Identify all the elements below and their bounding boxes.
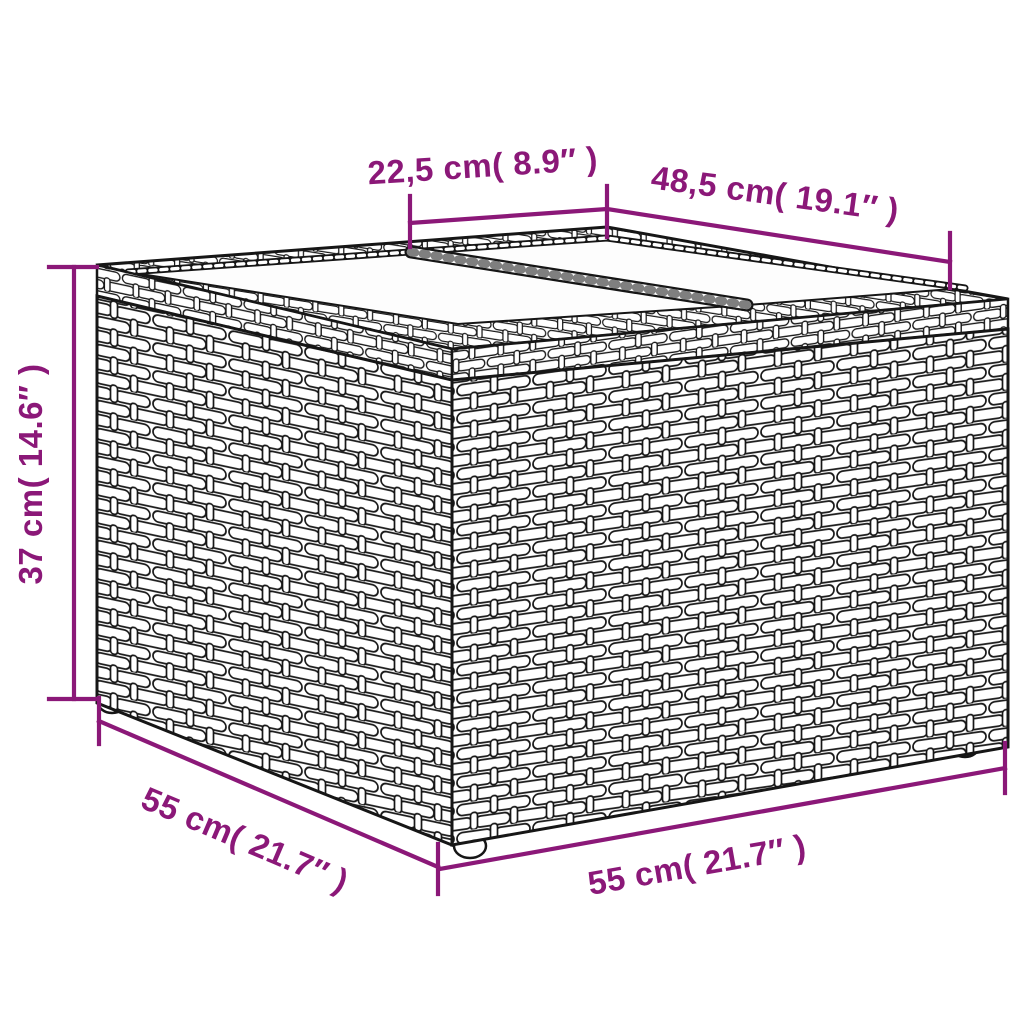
dim-label-depth: 55 cm( 21.7″ ) — [136, 779, 354, 899]
dimension-annotations — [46, 183, 1008, 897]
dim-label-top-glass-panel-width: 22,5 cm( 8.9″ ) — [366, 140, 599, 192]
dim-width — [437, 740, 1008, 872]
body-right-face — [450, 327, 1010, 847]
body-front-face — [95, 294, 454, 848]
dim-top-glass-panel-width — [407, 183, 610, 250]
rattan-table-drawing — [95, 225, 1010, 860]
glass-divider-strip — [404, 245, 754, 312]
dim-label-top-glass-width: 48,5 cm( 19.1″ ) — [649, 158, 901, 228]
dim-top-glass-width — [604, 206, 953, 291]
dim-height — [46, 264, 100, 702]
dim-label-height: 37 cm( 14.6″ ) — [12, 364, 49, 585]
